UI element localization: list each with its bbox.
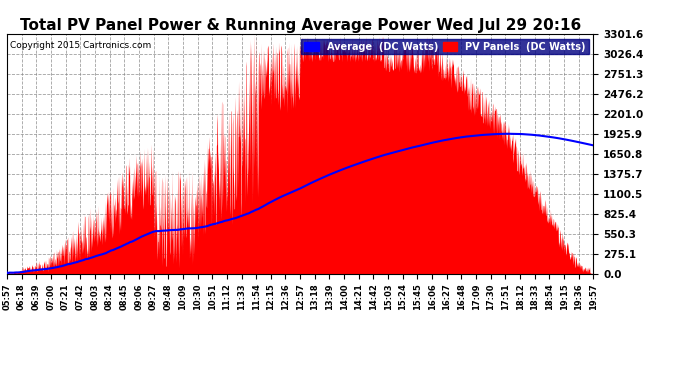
- Text: Copyright 2015 Cartronics.com: Copyright 2015 Cartronics.com: [10, 41, 151, 50]
- Title: Total PV Panel Power & Running Average Power Wed Jul 29 20:16: Total PV Panel Power & Running Average P…: [19, 18, 581, 33]
- Legend: Average  (DC Watts), PV Panels  (DC Watts): Average (DC Watts), PV Panels (DC Watts): [302, 39, 589, 54]
